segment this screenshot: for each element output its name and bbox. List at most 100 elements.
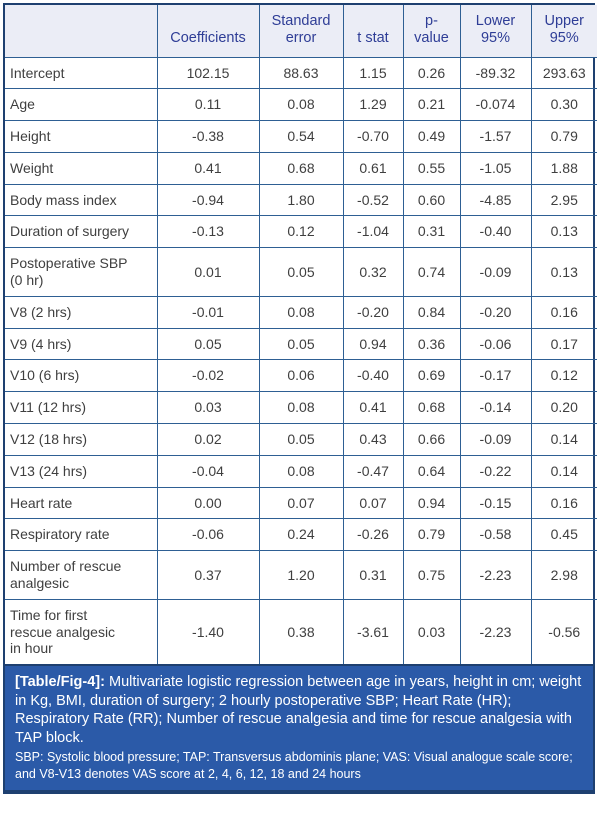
cell-value: -0.47 (342, 454, 404, 488)
table-row: V13 (24 hrs) -0.04 0.08 -0.47 0.64 -0.22 0.14 (5, 454, 597, 488)
cell-value: -0.56 (530, 598, 597, 665)
regression-table: Coefficients Standard error t stat p- value… (5, 5, 597, 665)
cell-value: 0.17 (530, 327, 597, 361)
cell-value: -0.14 (459, 391, 532, 425)
cell-value: 0.08 (258, 391, 344, 425)
cell-value: 0.16 (530, 486, 597, 520)
cell-value: -0.06 (156, 518, 260, 552)
column-header: Coefficients (156, 5, 260, 58)
cell-value: 0.26 (402, 56, 461, 90)
cell-value: -89.32 (459, 56, 532, 90)
cell-value: 0.07 (342, 486, 404, 520)
cell-value: 0.41 (156, 151, 260, 185)
table-row: Postoperative SBP (0 hr) 0.01 0.05 0.32 0.74… (5, 247, 597, 297)
cell-value: -0.58 (459, 518, 532, 552)
cell-value: 0.05 (258, 247, 344, 297)
caption-text: Multivariate logistic regression between… (15, 674, 582, 746)
cell-value: 0.79 (402, 518, 461, 552)
cell-value: -0.40 (459, 215, 532, 249)
cell-value: -0.20 (342, 295, 404, 329)
column-header: Upper 95% (530, 5, 597, 58)
cell-value: 0.08 (258, 88, 344, 122)
figure-caption: [Table/Fig-4]: Multivariate logistic reg… (15, 673, 583, 747)
cell-value: -0.38 (156, 120, 260, 153)
table-row: Weight 0.41 0.68 0.61 0.55 -1.05 1.88 (5, 151, 597, 185)
cell-value: 0.08 (258, 295, 344, 329)
column-header: Lower 95% (459, 5, 532, 58)
header-corner-cell (5, 5, 158, 58)
row-label: Intercept (5, 56, 158, 90)
cell-value: 1.15 (342, 56, 404, 90)
table-row: Intercept 102.15 88.63 1.15 0.26 -89.32 293.63 (5, 56, 597, 90)
cell-value: 0.68 (402, 391, 461, 425)
cell-value: 0.75 (402, 550, 461, 600)
cell-value: -0.01 (156, 295, 260, 329)
cell-value: 0.13 (530, 215, 597, 249)
cell-value: 1.29 (342, 88, 404, 122)
cell-value: -0.02 (156, 359, 260, 393)
table-row: V11 (12 hrs) 0.03 0.08 0.41 0.68 -0.14 0.20 (5, 391, 597, 425)
table-row: Body mass index -0.94 1.80 -0.52 0.60 -4.85 2.… (5, 183, 597, 217)
cell-value: -1.04 (342, 215, 404, 249)
row-label: Height (5, 120, 158, 153)
cell-value: 0.61 (342, 151, 404, 185)
cell-value: 293.63 (530, 56, 597, 90)
cell-value: 0.31 (342, 550, 404, 600)
header-row: Coefficients Standard error t stat p- value… (5, 5, 597, 58)
cell-value: -0.20 (459, 295, 532, 329)
cell-value: 0.00 (156, 486, 260, 520)
cell-value: 0.05 (258, 327, 344, 361)
table-row: Respiratory rate -0.06 0.24 -0.26 0.79 -0.58 0… (5, 518, 597, 552)
cell-value: -0.06 (459, 327, 532, 361)
cell-value: 0.31 (402, 215, 461, 249)
cell-value: 0.36 (402, 327, 461, 361)
row-label: Duration of surgery (5, 215, 158, 249)
cell-value: 0.41 (342, 391, 404, 425)
column-header: t stat (342, 5, 404, 58)
row-label: Body mass index (5, 183, 158, 217)
cell-value: 0.60 (402, 183, 461, 217)
cell-value: 0.69 (402, 359, 461, 393)
cell-value: 0.45 (530, 518, 597, 552)
cell-value: -0.04 (156, 454, 260, 488)
cell-value: -0.40 (342, 359, 404, 393)
column-header: Standard error (258, 5, 344, 58)
cell-value: -0.15 (459, 486, 532, 520)
cell-value: -2.23 (459, 598, 532, 665)
row-label: Time for first rescue analgesic in hour (5, 598, 158, 665)
row-label: V9 (4 hrs) (5, 327, 158, 361)
cell-value: 0.37 (156, 550, 260, 600)
cell-value: 0.20 (530, 391, 597, 425)
cell-value: -0.17 (459, 359, 532, 393)
cell-value: 0.11 (156, 88, 260, 122)
cell-value: 0.03 (402, 598, 461, 665)
table-row: Height -0.38 0.54 -0.70 0.49 -1.57 0.79 (5, 120, 597, 153)
row-label: V10 (6 hrs) (5, 359, 158, 393)
cell-value: -0.26 (342, 518, 404, 552)
table-row: V12 (18 hrs) 0.02 0.05 0.43 0.66 -0.09 0.14 (5, 423, 597, 456)
cell-value: 0.01 (156, 247, 260, 297)
cell-value: 0.07 (258, 486, 344, 520)
table-row: Duration of surgery -0.13 0.12 -1.04 0.31 -0.… (5, 215, 597, 249)
cell-value: -0.22 (459, 454, 532, 488)
cell-value: -1.05 (459, 151, 532, 185)
cell-value: 0.38 (258, 598, 344, 665)
cell-value: 1.20 (258, 550, 344, 600)
row-label: V8 (2 hrs) (5, 295, 158, 329)
cell-value: -3.61 (342, 598, 404, 665)
cell-value: -0.13 (156, 215, 260, 249)
cell-value: 0.32 (342, 247, 404, 297)
cell-value: 0.55 (402, 151, 461, 185)
cell-value: 0.16 (530, 295, 597, 329)
cell-value: 0.94 (402, 486, 461, 520)
row-label: V13 (24 hrs) (5, 454, 158, 488)
cell-value: 102.15 (156, 56, 260, 90)
cell-value: -0.94 (156, 183, 260, 217)
cell-value: 2.98 (530, 550, 597, 600)
cell-value: -2.23 (459, 550, 532, 600)
table-row: V8 (2 hrs) -0.01 0.08 -0.20 0.84 -0.20 0.16 (5, 295, 597, 329)
cell-value: 0.30 (530, 88, 597, 122)
table-figure: Coefficients Standard error t stat p- value… (3, 3, 597, 794)
column-header: p- value (402, 5, 461, 58)
row-label: V11 (12 hrs) (5, 391, 158, 425)
